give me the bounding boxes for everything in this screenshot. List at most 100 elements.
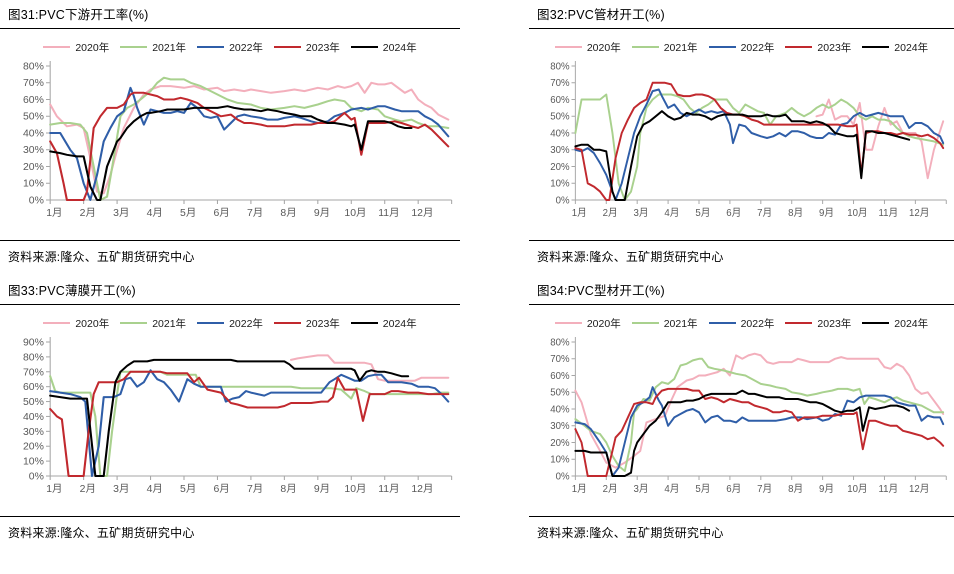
legend-label: 2024年 bbox=[894, 41, 929, 54]
x-tick-label: 5月 bbox=[180, 483, 196, 495]
x-tick-label: 11月 bbox=[878, 483, 898, 495]
line-chart: 0% 10% 20% 30% 40% 50% 60% 70% 80% 1月 2月 3月 4月 5月 6月 7月… bbox=[550, 61, 947, 219]
x-tick-label: 9月 bbox=[314, 483, 330, 495]
legend-item-2023年: 2023年 bbox=[785, 316, 851, 331]
series-line-2021年 bbox=[574, 357, 945, 472]
figure-title: 图34:PVC型材开工(%) bbox=[529, 281, 954, 305]
legend-label: 2021年 bbox=[152, 317, 187, 330]
y-tick-label: 50% bbox=[550, 112, 570, 123]
legend-label: 2021年 bbox=[152, 41, 187, 54]
series-line-2024年 bbox=[574, 110, 911, 201]
x-tick-label: 4月 bbox=[147, 207, 163, 219]
legend-label: 2021年 bbox=[663, 317, 698, 330]
legend-label: 2023年 bbox=[305, 317, 340, 330]
legend-line-swatch bbox=[554, 321, 582, 325]
y-tick-label: 60% bbox=[550, 371, 570, 382]
source-note: 资料来源:隆众、五矿期货研究中心 bbox=[8, 526, 195, 540]
x-tick-label: 2月 bbox=[80, 207, 96, 219]
y-tick-label: 20% bbox=[23, 162, 44, 173]
legend-line-swatch bbox=[197, 45, 225, 49]
y-tick-label: 30% bbox=[23, 427, 44, 438]
legend-item-2024年: 2024年 bbox=[862, 316, 928, 331]
x-tick-label: 10月 bbox=[344, 207, 366, 219]
legend-line-swatch bbox=[273, 321, 301, 325]
legend-item-2022年: 2022年 bbox=[708, 316, 774, 331]
x-tick-label: 10月 bbox=[847, 483, 867, 495]
x-tick-label: 6月 bbox=[726, 207, 741, 219]
x-tick-label: 3月 bbox=[113, 483, 129, 495]
legend-label: 2020年 bbox=[586, 41, 621, 54]
y-tick-label: 50% bbox=[23, 397, 44, 408]
separator-rule bbox=[0, 516, 460, 517]
y-tick-label: 90% bbox=[23, 338, 44, 349]
x-tick-label: 7月 bbox=[757, 483, 772, 495]
x-tick-label: 12月 bbox=[909, 483, 929, 495]
x-tick-label: 1月 bbox=[572, 207, 587, 219]
separator-rule bbox=[529, 240, 954, 241]
x-tick-label: 8月 bbox=[280, 207, 296, 219]
x-tick-label: 11月 bbox=[378, 483, 399, 495]
x-tick-label: 10月 bbox=[847, 207, 867, 219]
legend-item-2023年: 2023年 bbox=[785, 40, 851, 55]
x-tick-label: 2月 bbox=[603, 207, 618, 219]
figure-title: 图31:PVC下游开工率(%) bbox=[0, 5, 460, 29]
legend-item-2021年: 2021年 bbox=[631, 316, 698, 331]
legend-item-2020年: 2020年 bbox=[43, 316, 109, 331]
y-tick-label: 80% bbox=[550, 337, 570, 348]
series-line-2022年 bbox=[49, 86, 450, 201]
legend: 2020年 2021年 2022年 2023年 2024年 bbox=[529, 40, 954, 54]
legend-item-2021年: 2021年 bbox=[120, 316, 186, 331]
x-tick-label: 8月 bbox=[788, 483, 803, 495]
y-tick-label: 30% bbox=[23, 145, 44, 156]
y-tick-label: 20% bbox=[23, 442, 44, 453]
source-note: 资料来源:隆众、五矿期货研究中心 bbox=[8, 250, 195, 264]
legend: 2020年 2021年 2022年 2023年 2024年 bbox=[0, 40, 460, 54]
legend-line-swatch bbox=[862, 45, 890, 49]
series-line-2023年 bbox=[574, 387, 945, 477]
legend-label: 2023年 bbox=[305, 41, 340, 54]
figure-grid: 图31:PVC下游开工率(%) 2020年 2021年 2022年 2023年 2024… bbox=[0, 5, 954, 547]
y-tick-label: 20% bbox=[550, 438, 570, 449]
legend-line-swatch bbox=[273, 45, 301, 49]
legend-label: 2020年 bbox=[75, 41, 110, 54]
legend-label: 2023年 bbox=[817, 317, 852, 330]
legend-line-swatch bbox=[43, 321, 71, 325]
legend: 2020年 2021年 2022年 2023年 2024年 bbox=[0, 316, 460, 330]
legend-label: 2020年 bbox=[75, 317, 110, 330]
figure-31: 图31:PVC下游开工率(%) 2020年 2021年 2022年 2023年 2024… bbox=[0, 5, 460, 271]
y-tick-label: 70% bbox=[23, 367, 44, 378]
series-line-2021年 bbox=[49, 76, 450, 201]
x-tick-label: 11月 bbox=[378, 207, 399, 219]
y-tick-label: 70% bbox=[23, 78, 44, 89]
y-tick-label: 20% bbox=[550, 162, 570, 173]
x-tick-label: 2月 bbox=[603, 483, 618, 495]
legend-line-swatch bbox=[708, 321, 736, 325]
legend-item-2022年: 2022年 bbox=[708, 40, 774, 55]
legend-label: 2020年 bbox=[586, 317, 621, 330]
series-line-2023年 bbox=[49, 91, 450, 201]
y-tick-label: 10% bbox=[550, 455, 570, 466]
x-tick-label: 11月 bbox=[878, 207, 898, 219]
x-tick-label: 3月 bbox=[634, 207, 649, 219]
series-line-2024年 bbox=[49, 358, 410, 477]
y-tick-label: 40% bbox=[23, 129, 44, 140]
x-tick-label: 6月 bbox=[214, 207, 230, 219]
x-tick-label: 7月 bbox=[247, 207, 263, 219]
legend-line-swatch bbox=[785, 321, 813, 325]
x-tick-label: 6月 bbox=[726, 483, 741, 495]
y-tick-label: 80% bbox=[550, 61, 570, 72]
x-tick-label: 5月 bbox=[695, 207, 710, 219]
legend-line-swatch bbox=[631, 45, 659, 49]
series-line-2020年 bbox=[574, 352, 945, 469]
y-tick-label: 30% bbox=[550, 421, 570, 432]
legend-item-2021年: 2021年 bbox=[631, 40, 698, 55]
x-tick-label: 3月 bbox=[634, 483, 649, 495]
y-tick-label: 40% bbox=[550, 404, 570, 415]
x-tick-label: 3月 bbox=[113, 207, 129, 219]
legend-label: 2022年 bbox=[229, 317, 263, 330]
y-tick-label: 60% bbox=[550, 95, 570, 106]
x-tick-label: 8月 bbox=[788, 207, 803, 219]
x-tick-label: 5月 bbox=[695, 483, 710, 495]
x-tick-label: 4月 bbox=[664, 483, 679, 495]
x-tick-label: 12月 bbox=[411, 483, 433, 495]
